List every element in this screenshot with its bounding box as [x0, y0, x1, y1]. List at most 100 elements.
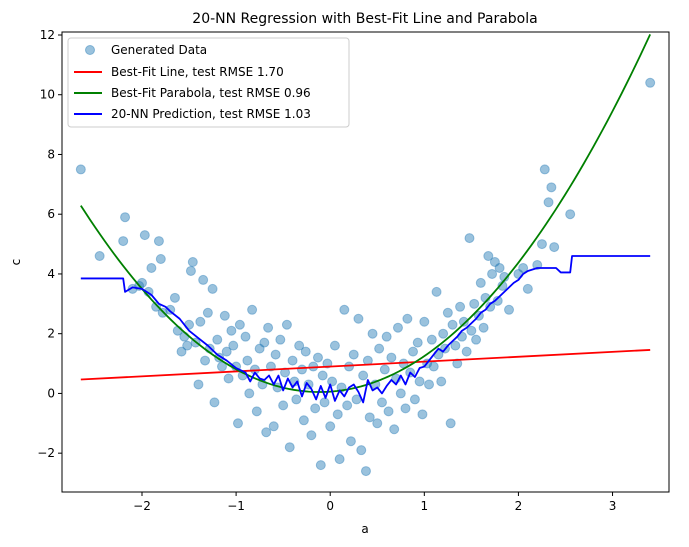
- best-fit-parabola: [80, 33, 651, 393]
- data-point: [75, 164, 86, 175]
- data-point: [412, 337, 423, 348]
- data-point: [402, 313, 413, 324]
- y-tick-label: 2: [47, 327, 55, 341]
- x-axis-label: a: [361, 522, 368, 536]
- data-point: [193, 379, 204, 390]
- data-point: [342, 400, 353, 411]
- x-tick-label: 3: [609, 499, 617, 513]
- data-point: [494, 262, 505, 273]
- data-point: [118, 236, 129, 247]
- data-point: [155, 254, 166, 265]
- data-point: [419, 316, 430, 327]
- data-point: [263, 322, 274, 333]
- data-point: [278, 400, 289, 411]
- data-point: [212, 334, 223, 345]
- data-point: [270, 349, 281, 360]
- data-point: [287, 355, 298, 366]
- legend: Generated Data Best-Fit Line, test RMSE …: [67, 37, 350, 128]
- data-point: [392, 322, 403, 333]
- data-point: [209, 397, 220, 408]
- data-point: [275, 334, 286, 345]
- data-point: [522, 283, 533, 294]
- y-tick-label: 4: [47, 267, 55, 281]
- legend-label-best-fit-line: Best-Fit Line, test RMSE 1.70: [111, 65, 284, 79]
- data-point: [408, 346, 419, 357]
- data-point: [284, 442, 295, 453]
- data-point: [489, 257, 500, 267]
- fit-lines: [80, 33, 651, 404]
- x-axis-ticks: −2 −1 0 1 2 3: [133, 492, 616, 513]
- data-point: [447, 319, 458, 330]
- data-point: [546, 182, 557, 193]
- data-point: [461, 346, 472, 357]
- data-point: [139, 230, 150, 241]
- knn-prediction-line: [80, 255, 651, 404]
- data-point: [645, 77, 656, 88]
- data-point: [291, 394, 302, 405]
- data-point: [372, 418, 383, 429]
- legend-marker-generated-data: [85, 45, 95, 55]
- data-point: [306, 430, 317, 441]
- data-point: [367, 328, 378, 339]
- data-point: [381, 331, 392, 342]
- data-point: [431, 286, 442, 297]
- y-tick-label: 6: [47, 207, 55, 221]
- data-point: [153, 236, 164, 247]
- data-point: [151, 301, 162, 312]
- data-point: [358, 370, 369, 381]
- y-tick-label: 0: [47, 386, 55, 400]
- data-point: [379, 364, 390, 375]
- data-point: [251, 406, 262, 417]
- data-point: [223, 373, 234, 384]
- data-point: [146, 262, 157, 273]
- data-point: [400, 403, 411, 414]
- data-point: [565, 209, 576, 220]
- data-point: [244, 388, 255, 399]
- legend-label-20nn: 20-NN Prediction, test RMSE 1.03: [111, 107, 311, 121]
- data-point: [120, 212, 131, 223]
- data-point: [327, 376, 338, 387]
- x-tick-label: 2: [515, 499, 523, 513]
- data-point: [376, 397, 387, 408]
- data-point: [414, 376, 425, 387]
- data-point: [549, 242, 560, 253]
- data-point: [169, 292, 180, 303]
- legend-box: [67, 37, 350, 128]
- x-tick-label: −1: [227, 499, 245, 513]
- data-point: [242, 355, 253, 366]
- data-point: [386, 352, 397, 363]
- data-point: [353, 313, 364, 324]
- data-point: [198, 274, 209, 285]
- data-point: [254, 343, 265, 354]
- data-point: [228, 340, 239, 351]
- y-tick-label: 12: [40, 28, 55, 42]
- data-point: [539, 164, 550, 175]
- data-point: [442, 307, 453, 318]
- chart-title: 20-NN Regression with Best-Fit Line and …: [192, 11, 537, 27]
- y-tick-label: 10: [40, 88, 55, 102]
- data-point: [94, 251, 105, 262]
- data-point: [268, 421, 279, 432]
- data-point: [226, 325, 237, 336]
- data-point: [247, 304, 258, 315]
- data-point: [317, 370, 328, 381]
- data-point: [202, 307, 213, 318]
- data-point: [417, 409, 428, 420]
- data-point: [383, 406, 394, 417]
- data-point: [478, 322, 489, 333]
- y-axis-label: c: [9, 259, 23, 266]
- data-point: [185, 265, 196, 276]
- y-tick-label: 8: [47, 147, 55, 161]
- data-point: [428, 361, 439, 372]
- data-point: [356, 445, 367, 456]
- legend-label-generated-data: Generated Data: [111, 43, 207, 57]
- data-point: [364, 412, 375, 423]
- data-point: [329, 340, 340, 351]
- data-point: [469, 298, 480, 309]
- data-point: [296, 364, 307, 375]
- data-point: [426, 334, 437, 345]
- data-point: [187, 257, 198, 267]
- data-point: [339, 304, 350, 315]
- data-point: [207, 283, 218, 294]
- data-point: [281, 319, 292, 330]
